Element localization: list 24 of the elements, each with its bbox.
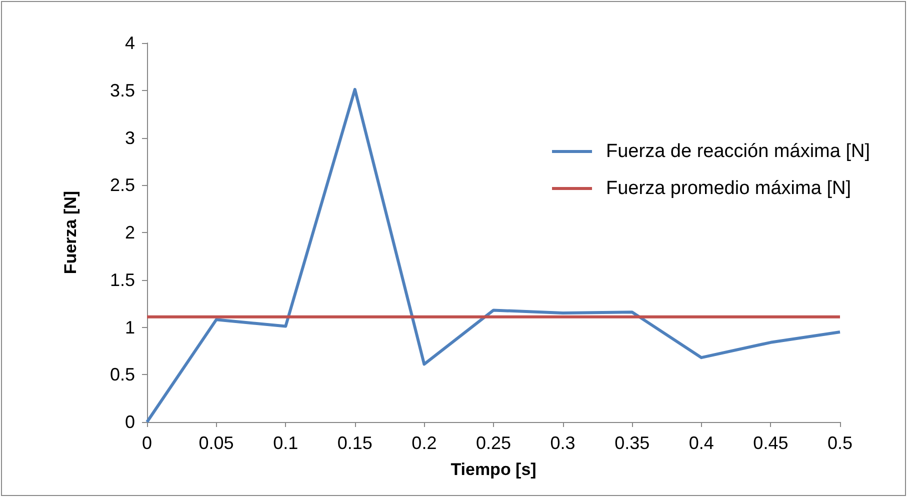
x-tick-label: 0.25 <box>476 433 512 453</box>
legend-label: Fuerza promedio máxima [N] <box>606 178 851 199</box>
y-tick-label: 0 <box>124 412 135 432</box>
y-tick-label: 2.5 <box>110 175 135 196</box>
x-tick-label: 0.1 <box>273 433 298 453</box>
x-tick-label: 0 <box>142 433 152 453</box>
y-tick-label: 0.5 <box>110 364 135 385</box>
y-tick-label: 4 <box>124 33 135 53</box>
y-tick-label: 3.5 <box>110 80 135 100</box>
y-tick-label: 2 <box>124 222 135 242</box>
x-tick-label: 0.3 <box>550 433 576 453</box>
y-tick-label: 3 <box>124 128 135 148</box>
legend-label: Fuerza de reacción máxima [N] <box>606 141 870 162</box>
x-tick-label: 0.2 <box>412 433 437 453</box>
y-axis-title: Fuerza [N] <box>61 190 80 274</box>
x-tick-label: 0.15 <box>337 433 372 453</box>
x-tick-label: 0.4 <box>688 433 714 453</box>
x-tick-label: 0.45 <box>753 433 788 453</box>
y-tick-label: 1.5 <box>110 270 135 290</box>
x-axis-title: Tiempo [s] <box>450 460 536 479</box>
x-tick-label: 0.35 <box>614 433 650 453</box>
x-tick-label: 0.5 <box>827 433 853 453</box>
x-tick-label: 0.05 <box>198 433 234 453</box>
y-tick-label: 1 <box>124 317 135 338</box>
